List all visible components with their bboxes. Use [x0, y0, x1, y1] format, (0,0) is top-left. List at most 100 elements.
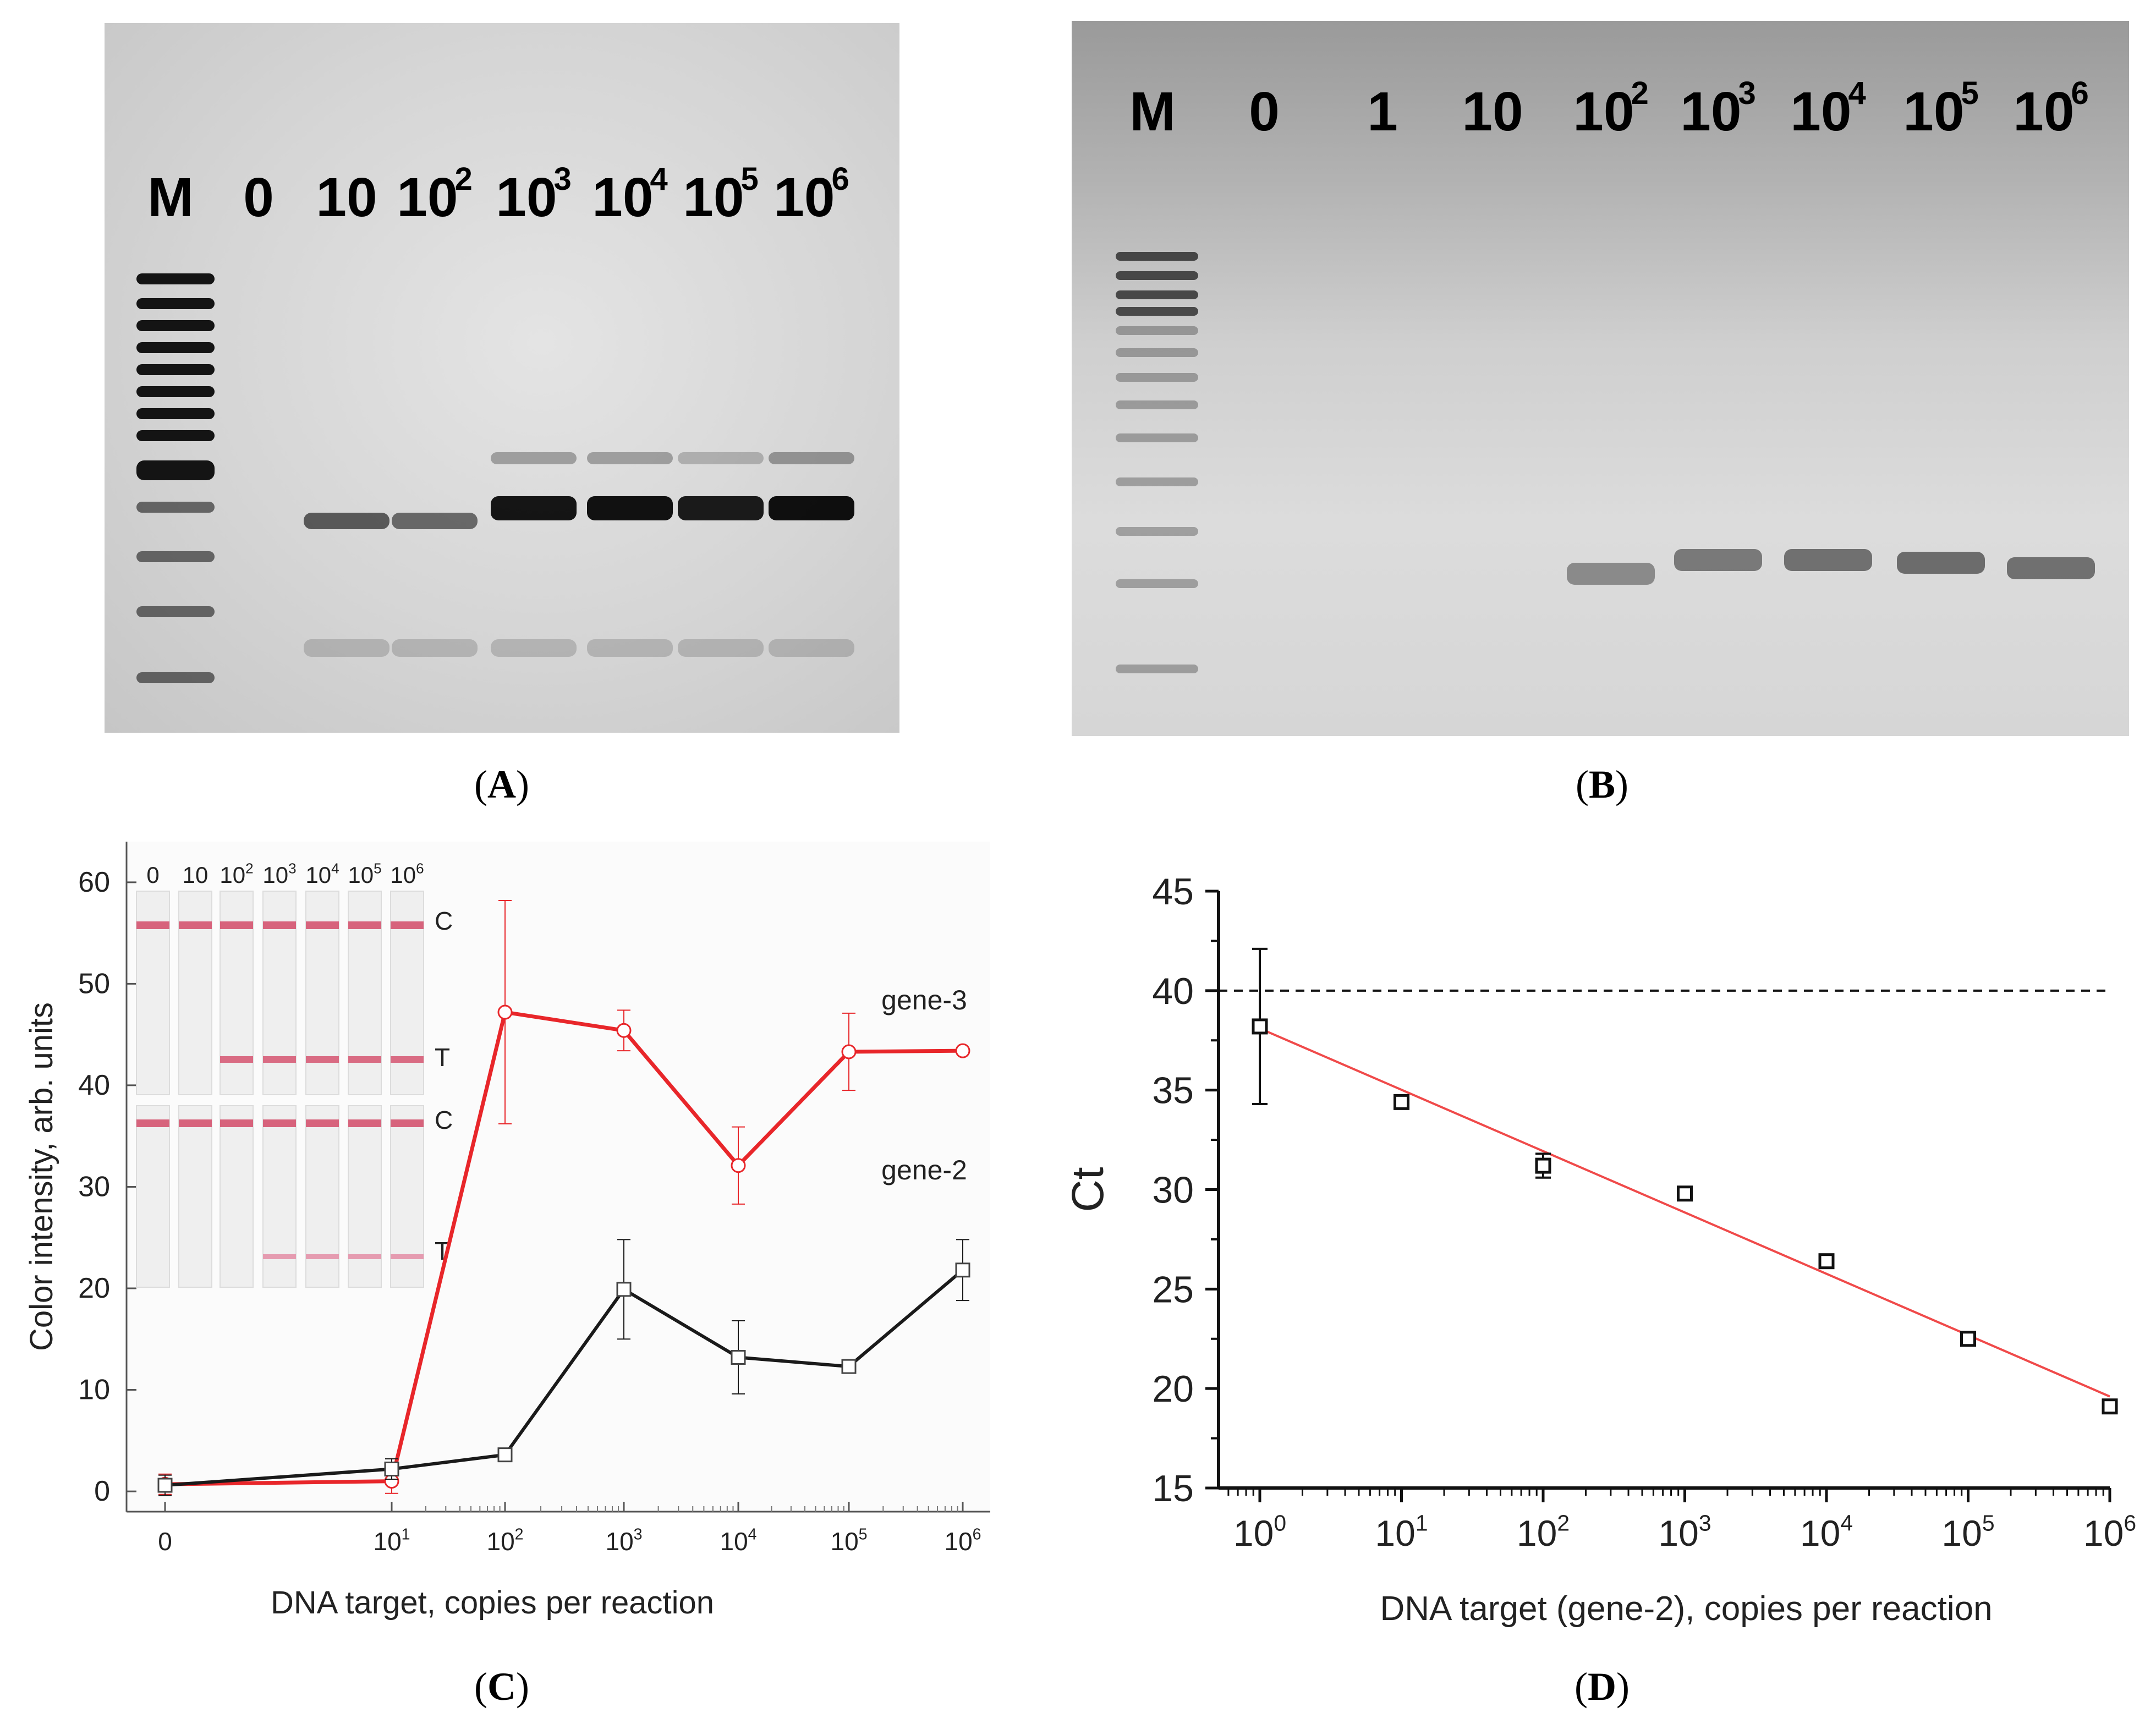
primer-dimer-band — [769, 639, 854, 657]
marker-band — [136, 364, 215, 375]
x-axis-label: DNA target (gene-2), copies per reaction — [1380, 1590, 1992, 1628]
test-line — [306, 1056, 339, 1063]
lane-label-a: 104 — [592, 161, 668, 228]
y-tick-label: 30 — [78, 1171, 110, 1203]
x-tick-label: 105 — [1941, 1510, 1994, 1553]
lfa-strip — [348, 1105, 382, 1288]
strip-label: 104 — [305, 860, 339, 888]
lane-label-b: 10 — [1462, 81, 1523, 142]
y-tick-label: 35 — [1152, 1070, 1194, 1112]
y-axis-label: Color intensity, arb. units — [24, 1002, 59, 1351]
marker-band — [136, 298, 215, 309]
lane-label-b: 103 — [1680, 75, 1756, 142]
lane-label-a: 10 — [316, 167, 377, 228]
data-point-gene-3 — [616, 1023, 632, 1038]
marker-band — [136, 342, 215, 353]
strip-line-label-t: T — [435, 1043, 450, 1072]
primer-dimer-band — [304, 639, 389, 657]
sample-band — [2007, 557, 2095, 579]
caption-b: (B) — [1576, 762, 1628, 806]
data-point — [1818, 1253, 1835, 1270]
control-line — [136, 1119, 169, 1127]
control-line — [263, 1119, 296, 1127]
strip-label: 103 — [262, 860, 296, 888]
lane-label-a: M — [147, 167, 194, 228]
strip-label: 10 — [183, 862, 209, 888]
data-point-gene-2 — [841, 1359, 857, 1374]
caption-a: (A) — [474, 762, 529, 806]
marker-band — [136, 386, 215, 397]
marker-band — [1116, 252, 1198, 261]
test-line — [263, 1056, 296, 1063]
y-tick-label: 50 — [78, 968, 110, 1000]
marker-band — [136, 273, 215, 284]
lfa-strip — [136, 1105, 170, 1288]
marker-band — [1116, 400, 1198, 409]
sample-band — [587, 496, 673, 520]
sample-band — [1784, 549, 1872, 571]
x-tick-label: 102 — [1517, 1510, 1570, 1553]
lane-label-b: 106 — [2013, 75, 2089, 142]
marker-band — [136, 606, 215, 617]
sample-band-upper — [587, 452, 673, 464]
x-tick-label: 106 — [2083, 1510, 2136, 1553]
strip-label: 0 — [146, 862, 159, 888]
y-tick-label: 60 — [78, 866, 110, 898]
y-tick-label: 10 — [78, 1374, 110, 1406]
caption-c: (C) — [474, 1665, 529, 1709]
marker-band — [1116, 477, 1198, 486]
lfa-strip — [305, 1105, 339, 1288]
y-tick-label: 45 — [1152, 871, 1194, 913]
data-point-gene-3 — [841, 1044, 857, 1059]
marker-band — [136, 460, 215, 480]
data-point — [1960, 1331, 1976, 1347]
lane-label-a: 105 — [683, 161, 759, 228]
lane-label-a: 0 — [243, 167, 274, 228]
marker-band — [1116, 307, 1198, 316]
data-point-gene-2 — [497, 1447, 513, 1463]
marker-band — [1116, 271, 1198, 280]
marker-band — [1116, 348, 1198, 357]
y-tick-label: 0 — [94, 1475, 110, 1507]
sample-band — [1567, 563, 1655, 585]
test-line — [263, 1254, 296, 1259]
y-tick-label: 25 — [1152, 1269, 1194, 1310]
gel-image-a: M 0 10 102 103 104 105 106 — [105, 23, 899, 733]
y-tick-label: 20 — [78, 1272, 110, 1304]
primer-dimer-band — [491, 639, 577, 657]
x-tick-label: 0 — [158, 1527, 172, 1556]
x-tick-label: 104 — [1800, 1510, 1853, 1553]
data-point-gene-2 — [384, 1461, 399, 1476]
control-line — [391, 921, 424, 929]
primer-dimer-band — [587, 639, 673, 657]
x-tick-label: 106 — [944, 1526, 981, 1556]
primer-dimer-band — [392, 639, 478, 657]
sample-band — [678, 496, 764, 520]
sample-band-upper — [769, 452, 854, 464]
x-axis-label: DNA target, copies per reaction — [271, 1585, 714, 1621]
marker-band — [136, 430, 215, 441]
lfa-strip — [390, 1105, 424, 1288]
marker-band — [1116, 527, 1198, 536]
lane-label-b: 104 — [1790, 75, 1866, 142]
marker-band — [136, 408, 215, 419]
x-tick-label: 105 — [830, 1526, 867, 1556]
control-line — [220, 921, 253, 929]
sample-band — [1674, 549, 1762, 571]
primer-dimer-band — [678, 639, 764, 657]
test-line — [391, 1056, 424, 1063]
lane-label-a: 102 — [397, 161, 473, 228]
x-tick-label: 101 — [373, 1526, 410, 1556]
control-line — [136, 921, 169, 929]
y-tick-label: 15 — [1152, 1468, 1194, 1509]
data-point-gene-3 — [955, 1043, 970, 1058]
series-label-gene-2: gene-2 — [881, 1155, 967, 1185]
data-point-gene-2 — [731, 1349, 746, 1365]
marker-band — [136, 672, 215, 683]
gel-image-b: M 0 1 10 102 103 104 105 106 — [1072, 21, 2129, 736]
strip-line-label-c: C — [435, 907, 453, 935]
y-tick-label: 40 — [78, 1069, 110, 1101]
lfa-strip — [262, 1105, 297, 1288]
sample-band — [1897, 552, 1985, 574]
